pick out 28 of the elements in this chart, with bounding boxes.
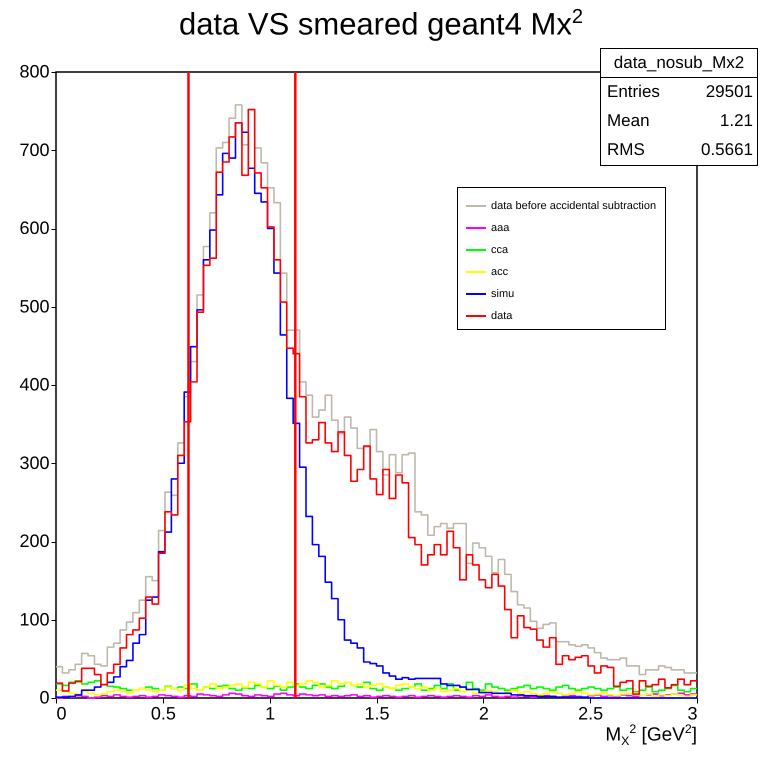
x-axis-title: M$_{X}$$^{2}$ [GeV$^{2}$] <box>605 722 697 748</box>
chart-title: data VS smeared geant4 Mx$^{2}$ <box>178 6 584 42</box>
text: Mean 1.21 <box>607 111 753 130</box>
x-tick-label: 0.5 <box>150 704 176 724</box>
y-tick-label: 300 <box>19 452 50 473</box>
y-tick-label: 200 <box>19 531 50 551</box>
legend-label: cca <box>491 244 509 256</box>
text: Entries 29501 <box>607 82 753 101</box>
legend-label: simu <box>491 288 514 300</box>
x-tick-label: 1.5 <box>364 704 390 724</box>
x-tick-label: 3 <box>687 704 698 724</box>
y-tick-label: 400 <box>19 374 50 394</box>
legend-label: data before accidental subtraction <box>491 200 656 212</box>
x-tick-label: 0 <box>56 704 67 724</box>
y-tick-label: 700 <box>19 140 50 160</box>
x-tick-label: 2.5 <box>578 704 604 724</box>
y-tick-label: 800 <box>19 62 50 82</box>
y-tick-label: 600 <box>19 218 50 238</box>
text: data_nosub_Mx2 <box>601 49 757 78</box>
legend-label: aaa <box>491 222 510 234</box>
x-tick-label: 2 <box>478 704 489 724</box>
y-tick-label: 0 <box>39 688 50 708</box>
x-tick-label: 1 <box>265 704 276 724</box>
text: RMS 0.5661 <box>607 140 753 159</box>
legend-label: data <box>491 310 514 322</box>
y-tick-label: 100 <box>19 609 50 630</box>
y-tick-label: 500 <box>19 296 50 316</box>
legend-label: acc <box>491 266 509 278</box>
